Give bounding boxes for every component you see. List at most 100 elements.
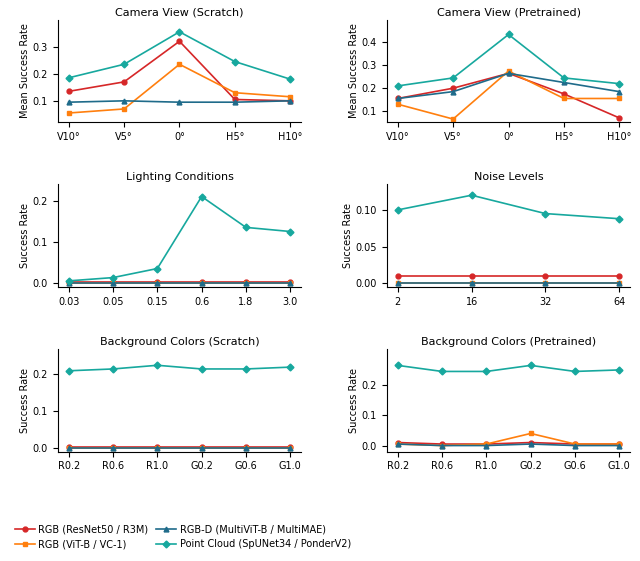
RGB (ResNet50 / R3M) bbox=[616, 114, 623, 121]
RGB (ResNet50 / R3M) bbox=[287, 279, 294, 286]
RGB-D (MultiViT-B / MultiMAE) bbox=[154, 444, 161, 451]
Point Cloud (SpUNet34 / PonderV2) bbox=[394, 82, 401, 89]
RGB (ResNet50 / R3M) bbox=[154, 279, 161, 286]
RGB (ResNet50 / R3M) bbox=[438, 441, 446, 448]
RGB-D (MultiViT-B / MultiMAE) bbox=[541, 280, 549, 287]
Line: Point Cloud (SpUNet34 / PonderV2): Point Cloud (SpUNet34 / PonderV2) bbox=[67, 29, 292, 81]
RGB (ResNet50 / R3M) bbox=[449, 85, 457, 91]
Point Cloud (SpUNet34 / PonderV2) bbox=[541, 210, 549, 217]
RGB (ViT-B / VC-1) bbox=[242, 444, 250, 451]
RGB-D (MultiViT-B / MultiMAE) bbox=[154, 279, 161, 286]
Line: RGB (ViT-B / VC-1): RGB (ViT-B / VC-1) bbox=[396, 281, 621, 286]
RGB (ResNet50 / R3M) bbox=[120, 79, 128, 85]
RGB (ResNet50 / R3M) bbox=[616, 273, 623, 279]
RGB (ViT-B / VC-1) bbox=[468, 280, 476, 287]
Point Cloud (SpUNet34 / PonderV2) bbox=[394, 206, 401, 213]
Point Cloud (SpUNet34 / PonderV2) bbox=[438, 368, 446, 375]
RGB (ViT-B / VC-1) bbox=[505, 68, 513, 75]
RGB-D (MultiViT-B / MultiMAE) bbox=[120, 98, 128, 104]
RGB (ViT-B / VC-1) bbox=[438, 442, 446, 449]
RGB (ResNet50 / R3M) bbox=[65, 444, 72, 450]
Y-axis label: Success Rate: Success Rate bbox=[349, 367, 359, 433]
RGB-D (MultiViT-B / MultiMAE) bbox=[242, 444, 250, 451]
Line: RGB (ViT-B / VC-1): RGB (ViT-B / VC-1) bbox=[396, 431, 621, 448]
RGB (ViT-B / VC-1) bbox=[616, 95, 623, 102]
RGB (ResNet50 / R3M) bbox=[109, 444, 117, 450]
RGB (ResNet50 / R3M) bbox=[109, 279, 117, 286]
Line: RGB-D (MultiViT-B / MultiMAE): RGB-D (MultiViT-B / MultiMAE) bbox=[67, 445, 292, 450]
RGB (ViT-B / VC-1) bbox=[154, 444, 161, 451]
Point Cloud (SpUNet34 / PonderV2) bbox=[468, 192, 476, 199]
Point Cloud (SpUNet34 / PonderV2) bbox=[65, 367, 72, 374]
RGB (ViT-B / VC-1) bbox=[616, 280, 623, 287]
Point Cloud (SpUNet34 / PonderV2) bbox=[198, 366, 205, 373]
Line: RGB (ResNet50 / R3M): RGB (ResNet50 / R3M) bbox=[67, 280, 292, 284]
Line: RGB (ViT-B / VC-1): RGB (ViT-B / VC-1) bbox=[67, 280, 292, 285]
RGB-D (MultiViT-B / MultiMAE) bbox=[287, 279, 294, 286]
RGB (ViT-B / VC-1) bbox=[109, 279, 117, 286]
Point Cloud (SpUNet34 / PonderV2) bbox=[287, 364, 294, 370]
Title: Background Colors (Pretrained): Background Colors (Pretrained) bbox=[421, 337, 596, 347]
Line: RGB (ViT-B / VC-1): RGB (ViT-B / VC-1) bbox=[67, 445, 292, 450]
RGB (ResNet50 / R3M) bbox=[242, 444, 250, 450]
Line: Point Cloud (SpUNet34 / PonderV2): Point Cloud (SpUNet34 / PonderV2) bbox=[396, 193, 621, 221]
RGB-D (MultiViT-B / MultiMAE) bbox=[527, 441, 534, 448]
RGB (ResNet50 / R3M) bbox=[231, 96, 239, 103]
RGB (ResNet50 / R3M) bbox=[65, 88, 72, 95]
RGB (ViT-B / VC-1) bbox=[65, 109, 72, 116]
RGB (ResNet50 / R3M) bbox=[468, 273, 476, 279]
RGB (ViT-B / VC-1) bbox=[394, 280, 401, 287]
RGB-D (MultiViT-B / MultiMAE) bbox=[505, 70, 513, 77]
Line: RGB-D (MultiViT-B / MultiMAE): RGB-D (MultiViT-B / MultiMAE) bbox=[67, 280, 292, 286]
RGB (ResNet50 / R3M) bbox=[394, 273, 401, 279]
Line: RGB (ResNet50 / R3M): RGB (ResNet50 / R3M) bbox=[396, 274, 621, 278]
Line: Point Cloud (SpUNet34 / PonderV2): Point Cloud (SpUNet34 / PonderV2) bbox=[396, 32, 621, 88]
RGB (ResNet50 / R3M) bbox=[198, 279, 205, 286]
RGB (ViT-B / VC-1) bbox=[231, 89, 239, 96]
Line: RGB (ResNet50 / R3M): RGB (ResNet50 / R3M) bbox=[396, 71, 621, 121]
RGB-D (MultiViT-B / MultiMAE) bbox=[468, 280, 476, 287]
Point Cloud (SpUNet34 / PonderV2) bbox=[287, 228, 294, 235]
RGB-D (MultiViT-B / MultiMAE) bbox=[231, 99, 239, 105]
RGB-D (MultiViT-B / MultiMAE) bbox=[287, 444, 294, 451]
Line: RGB-D (MultiViT-B / MultiMAE): RGB-D (MultiViT-B / MultiMAE) bbox=[396, 281, 621, 286]
Line: RGB-D (MultiViT-B / MultiMAE): RGB-D (MultiViT-B / MultiMAE) bbox=[396, 71, 621, 101]
RGB-D (MultiViT-B / MultiMAE) bbox=[571, 442, 579, 449]
RGB (ViT-B / VC-1) bbox=[120, 105, 128, 112]
Point Cloud (SpUNet34 / PonderV2) bbox=[154, 362, 161, 369]
RGB (ResNet50 / R3M) bbox=[394, 95, 401, 102]
Line: Point Cloud (SpUNet34 / PonderV2): Point Cloud (SpUNet34 / PonderV2) bbox=[67, 194, 292, 283]
Title: Camera View (Scratch): Camera View (Scratch) bbox=[115, 7, 244, 17]
Point Cloud (SpUNet34 / PonderV2) bbox=[527, 362, 534, 369]
Title: Lighting Conditions: Lighting Conditions bbox=[125, 172, 234, 182]
RGB-D (MultiViT-B / MultiMAE) bbox=[438, 442, 446, 449]
Point Cloud (SpUNet34 / PonderV2) bbox=[109, 274, 117, 281]
Point Cloud (SpUNet34 / PonderV2) bbox=[175, 29, 183, 35]
Point Cloud (SpUNet34 / PonderV2) bbox=[154, 265, 161, 272]
Title: Noise Levels: Noise Levels bbox=[474, 172, 543, 182]
Line: RGB (ViT-B / VC-1): RGB (ViT-B / VC-1) bbox=[396, 68, 621, 122]
Point Cloud (SpUNet34 / PonderV2) bbox=[231, 58, 239, 65]
RGB (ViT-B / VC-1) bbox=[242, 279, 250, 286]
RGB (ResNet50 / R3M) bbox=[394, 439, 401, 446]
Y-axis label: Mean Success Rate: Mean Success Rate bbox=[20, 24, 29, 118]
RGB (ResNet50 / R3M) bbox=[505, 70, 513, 77]
RGB (ResNet50 / R3M) bbox=[287, 444, 294, 450]
RGB-D (MultiViT-B / MultiMAE) bbox=[394, 95, 401, 102]
RGB-D (MultiViT-B / MultiMAE) bbox=[109, 279, 117, 286]
Line: RGB (ViT-B / VC-1): RGB (ViT-B / VC-1) bbox=[67, 62, 292, 116]
Y-axis label: Mean Success Rate: Mean Success Rate bbox=[349, 24, 359, 118]
RGB-D (MultiViT-B / MultiMAE) bbox=[198, 279, 205, 286]
RGB (ViT-B / VC-1) bbox=[65, 444, 72, 451]
RGB-D (MultiViT-B / MultiMAE) bbox=[394, 280, 401, 287]
Title: Camera View (Pretrained): Camera View (Pretrained) bbox=[436, 7, 580, 17]
RGB (ViT-B / VC-1) bbox=[287, 94, 294, 100]
Point Cloud (SpUNet34 / PonderV2) bbox=[65, 75, 72, 81]
RGB (ResNet50 / R3M) bbox=[541, 273, 549, 279]
RGB (ResNet50 / R3M) bbox=[560, 90, 568, 97]
Point Cloud (SpUNet34 / PonderV2) bbox=[242, 366, 250, 373]
RGB (ViT-B / VC-1) bbox=[560, 95, 568, 102]
RGB (ResNet50 / R3M) bbox=[154, 444, 161, 450]
Point Cloud (SpUNet34 / PonderV2) bbox=[571, 368, 579, 375]
RGB (ViT-B / VC-1) bbox=[527, 430, 534, 437]
